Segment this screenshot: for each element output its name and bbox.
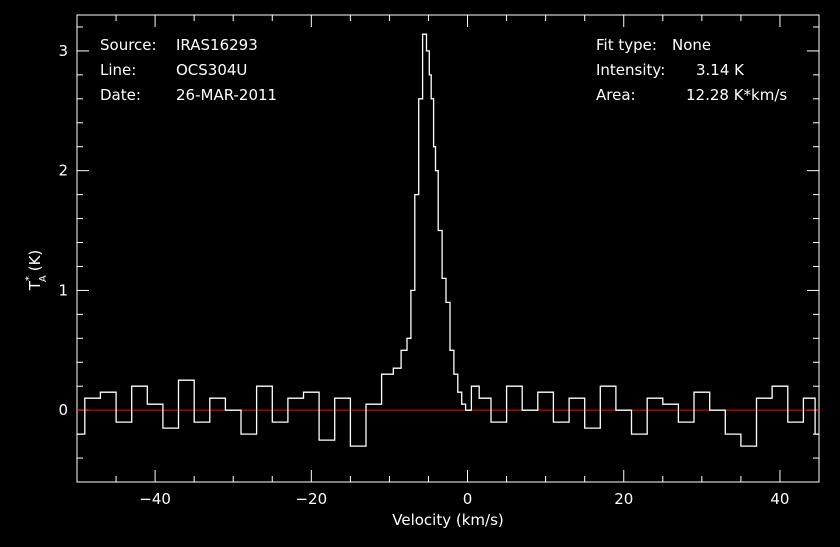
- line-value: OCS304U: [176, 61, 247, 79]
- area-label: Area:: [596, 86, 636, 104]
- y-axis-label-main: T: [26, 280, 44, 291]
- line-label: Line:: [100, 61, 136, 79]
- x-tick-label: 20: [614, 490, 633, 508]
- x-axis-label: Velocity (km/s): [392, 511, 503, 529]
- y-tick-label: 3: [58, 42, 68, 60]
- fit-value: None: [672, 36, 711, 54]
- y-tick-label: 0: [58, 401, 68, 419]
- y-axis-label-sup: *: [24, 276, 35, 281]
- source-label: Source:: [100, 36, 157, 54]
- y-tick-label: 1: [58, 281, 68, 299]
- y-axis-label: T* A (K): [24, 250, 49, 292]
- y-axis-label-unit: (K): [26, 250, 44, 272]
- source-value: IRAS16293: [176, 36, 258, 54]
- series-layer: [77, 33, 819, 447]
- area-value: 12.28 K*km/s: [686, 86, 787, 104]
- intensity-label: Intensity:: [596, 61, 665, 79]
- y-axis-label-sub: A: [38, 275, 49, 282]
- x-tick-label: 0: [463, 490, 473, 508]
- spectrum-line: [77, 33, 819, 447]
- x-tick-label: 40: [770, 490, 789, 508]
- x-tick-label: −40: [139, 490, 171, 508]
- svg-text:T*A(K): T* A (K): [24, 250, 49, 292]
- plot-frame: [76, 14, 820, 483]
- axis-tick-labels: −40 −20 0 20 40 0 1 2 3: [58, 42, 789, 508]
- axes-frame: [76, 14, 820, 483]
- fit-label: Fit type:: [596, 36, 657, 54]
- x-tick-label: −20: [295, 490, 327, 508]
- date-label: Date:: [100, 86, 141, 104]
- intensity-value: 3.14 K: [696, 61, 745, 79]
- date-value: 26-MAR-2011: [176, 86, 277, 104]
- y-tick-label: 2: [58, 162, 68, 180]
